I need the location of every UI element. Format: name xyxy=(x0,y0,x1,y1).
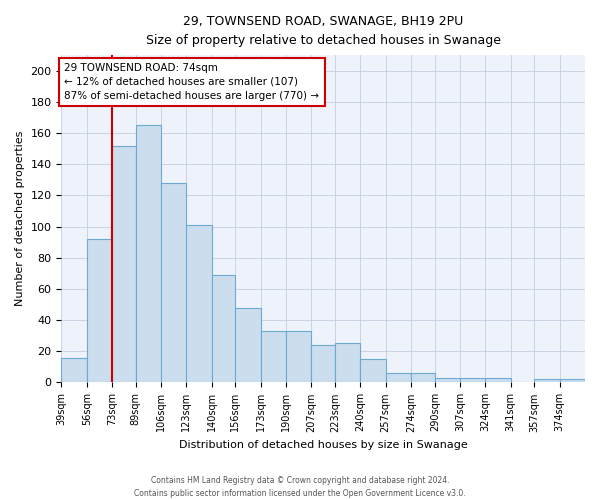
Text: 29 TOWNSEND ROAD: 74sqm
← 12% of detached houses are smaller (107)
87% of semi-d: 29 TOWNSEND ROAD: 74sqm ← 12% of detache… xyxy=(64,63,319,101)
Bar xyxy=(187,225,212,382)
Bar xyxy=(460,378,485,382)
Y-axis label: Number of detached properties: Number of detached properties xyxy=(15,131,25,306)
Bar xyxy=(136,126,161,382)
Bar xyxy=(212,275,235,382)
Bar xyxy=(61,358,86,382)
Bar xyxy=(335,344,361,382)
Bar xyxy=(161,183,187,382)
Bar xyxy=(560,380,585,382)
Bar xyxy=(112,146,136,382)
X-axis label: Distribution of detached houses by size in Swanage: Distribution of detached houses by size … xyxy=(179,440,467,450)
Bar xyxy=(286,331,311,382)
Bar xyxy=(235,308,261,382)
Title: 29, TOWNSEND ROAD, SWANAGE, BH19 2PU
Size of property relative to detached house: 29, TOWNSEND ROAD, SWANAGE, BH19 2PU Siz… xyxy=(146,15,501,47)
Bar xyxy=(361,359,386,382)
Bar xyxy=(411,373,435,382)
Bar xyxy=(261,331,286,382)
Bar xyxy=(435,378,460,382)
Bar xyxy=(386,373,411,382)
Text: Contains HM Land Registry data © Crown copyright and database right 2024.
Contai: Contains HM Land Registry data © Crown c… xyxy=(134,476,466,498)
Bar xyxy=(535,380,560,382)
Bar xyxy=(485,378,511,382)
Bar xyxy=(311,345,335,383)
Bar xyxy=(86,239,112,382)
